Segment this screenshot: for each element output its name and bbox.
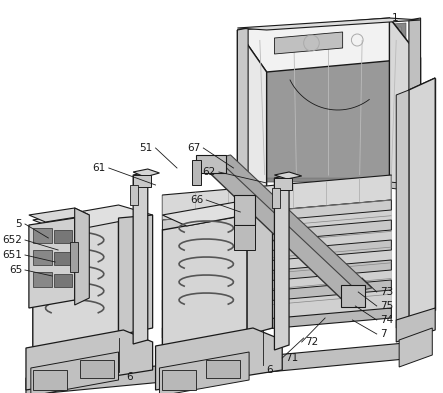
Text: 6: 6: [267, 365, 273, 375]
Polygon shape: [163, 280, 391, 310]
Polygon shape: [155, 328, 282, 390]
Polygon shape: [133, 172, 148, 344]
Text: 75: 75: [380, 301, 393, 311]
Bar: [206, 360, 241, 378]
Text: 1: 1: [391, 13, 398, 23]
Polygon shape: [33, 218, 119, 352]
Polygon shape: [163, 220, 391, 250]
Polygon shape: [163, 200, 391, 230]
Polygon shape: [29, 208, 89, 222]
Polygon shape: [396, 90, 409, 328]
Bar: [33, 272, 52, 287]
Text: 7: 7: [380, 329, 386, 339]
Polygon shape: [274, 172, 302, 179]
Polygon shape: [202, 160, 362, 300]
Bar: [80, 360, 114, 378]
Text: 73: 73: [380, 287, 393, 297]
Bar: [233, 195, 255, 225]
Text: 72: 72: [305, 337, 318, 347]
Polygon shape: [237, 18, 420, 72]
Bar: [163, 370, 197, 390]
Bar: [197, 155, 226, 173]
Polygon shape: [274, 32, 342, 54]
Polygon shape: [29, 218, 75, 308]
Bar: [233, 225, 255, 250]
Polygon shape: [31, 352, 119, 393]
Polygon shape: [163, 240, 391, 270]
Text: 74: 74: [380, 315, 393, 325]
Text: 651: 651: [2, 250, 22, 260]
Polygon shape: [250, 23, 406, 182]
Polygon shape: [237, 18, 420, 30]
Bar: [192, 160, 202, 185]
Bar: [272, 188, 280, 208]
Bar: [341, 285, 365, 307]
Polygon shape: [26, 342, 416, 393]
Polygon shape: [237, 30, 267, 195]
Polygon shape: [399, 328, 432, 367]
Text: 51: 51: [140, 143, 153, 153]
Polygon shape: [133, 169, 159, 177]
Text: 652: 652: [2, 235, 22, 245]
Polygon shape: [163, 200, 391, 330]
Text: 66: 66: [190, 195, 203, 205]
Polygon shape: [247, 210, 272, 335]
Text: 71: 71: [285, 353, 299, 363]
Polygon shape: [159, 352, 249, 393]
Bar: [33, 370, 67, 390]
Polygon shape: [163, 308, 391, 338]
Bar: [54, 230, 72, 243]
Polygon shape: [237, 188, 267, 200]
Polygon shape: [396, 308, 435, 342]
Bar: [274, 178, 292, 190]
Text: 6: 6: [126, 372, 133, 382]
Text: 61: 61: [93, 163, 106, 173]
Text: 65: 65: [9, 265, 22, 275]
Polygon shape: [409, 18, 420, 185]
Bar: [54, 252, 72, 265]
Text: 62: 62: [203, 167, 216, 177]
Polygon shape: [389, 182, 420, 192]
Text: 67: 67: [187, 143, 200, 153]
Polygon shape: [75, 208, 89, 305]
Polygon shape: [216, 155, 372, 291]
Polygon shape: [409, 78, 435, 322]
Bar: [70, 242, 78, 272]
Polygon shape: [26, 330, 153, 390]
Bar: [33, 250, 52, 265]
Text: 5: 5: [16, 219, 22, 229]
Polygon shape: [255, 27, 401, 178]
Bar: [130, 185, 138, 205]
Bar: [33, 228, 52, 243]
Polygon shape: [163, 260, 391, 290]
Polygon shape: [119, 215, 153, 335]
Bar: [54, 274, 72, 287]
Bar: [133, 175, 151, 187]
Polygon shape: [163, 175, 391, 220]
Polygon shape: [33, 205, 153, 232]
Polygon shape: [163, 200, 272, 226]
Polygon shape: [163, 215, 247, 350]
Polygon shape: [237, 28, 248, 195]
Polygon shape: [389, 18, 420, 185]
Polygon shape: [274, 175, 289, 350]
